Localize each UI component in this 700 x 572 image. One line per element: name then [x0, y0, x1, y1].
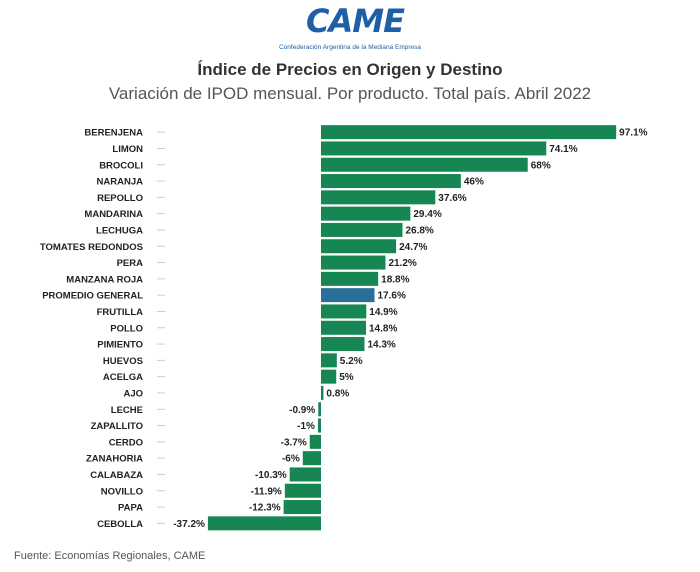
category-label-berenjena: BERENJENA [84, 128, 143, 139]
bar-promedio-general [321, 288, 375, 303]
bar-pera [321, 255, 386, 270]
value-label-pera: 21.2% [388, 258, 416, 269]
bar-papa [283, 500, 321, 515]
category-label-limon: LIMON [112, 144, 143, 155]
category-label-frutilla: FRUTILLA [97, 307, 144, 318]
value-label-lechuga: 26.8% [405, 225, 433, 236]
category-label-brocoli: BROCOLI [99, 160, 143, 171]
category-label-novillo: NOVILLO [101, 486, 143, 497]
category-label-pera: PERA [117, 258, 144, 269]
bar-brocoli [321, 157, 528, 172]
value-label-promedio-general: 17.6% [378, 291, 406, 302]
category-label-ajo: AJO [123, 388, 143, 399]
category-label-tomates-redondos: TOMATES REDONDOS [40, 242, 143, 253]
value-label-brocoli: 68% [531, 160, 551, 171]
chart-subtitle: Variación de IPOD mensual. Por producto.… [108, 84, 592, 103]
value-label-naranja: 46% [464, 177, 484, 188]
bar-manzana-roja [321, 271, 379, 286]
category-label-mandarina: MANDARINA [84, 209, 143, 220]
value-label-berenjena: 97.1% [619, 128, 647, 139]
category-label-calabaza: CALABAZA [90, 470, 143, 481]
bar-frutilla [321, 304, 367, 319]
bar-pollo [321, 320, 366, 335]
category-label-cebolla: CEBOLLA [97, 519, 143, 530]
value-label-papa: -12.3% [249, 503, 281, 514]
value-label-mandarina: 29.4% [413, 209, 441, 220]
logo-wordmark: CAME [306, 2, 405, 40]
bar-berenjena [321, 125, 617, 140]
value-label-cebolla: -37.2% [173, 519, 205, 530]
category-label-lechuga: LECHUGA [96, 225, 143, 236]
bar-repollo [321, 190, 436, 205]
value-label-calabaza: -10.3% [255, 470, 287, 481]
bar-mandarina [321, 206, 411, 221]
came-logo: CAME Confederación Argentina de la Media… [0, 0, 700, 58]
value-label-leche: -0.9% [289, 405, 315, 416]
category-label-pimiento: PIMIENTO [97, 340, 143, 351]
bar-chart: BERENJENA 97.1% LIMON 74.1% BROCOLI 68% NARANJ… [40, 125, 648, 531]
bar-huevos [321, 353, 337, 368]
value-label-repollo: 37.6% [438, 193, 466, 204]
bar-tomates-redondos [321, 239, 397, 254]
bar-cerdo [309, 434, 321, 449]
value-label-huevos: 5.2% [340, 356, 363, 367]
bar-limon [321, 141, 547, 156]
category-label-zapallito: ZAPALLITO [91, 421, 143, 432]
chart-title: Índice de Precios en Origen y Destino [197, 60, 503, 79]
bar-pimiento [321, 337, 365, 352]
value-label-ajo: 0.8% [326, 388, 349, 399]
category-label-papa: PAPA [118, 503, 143, 514]
bar-novillo [284, 483, 321, 498]
category-label-manzana-roja: MANZANA ROJA [66, 274, 143, 285]
logo-subtitle: Confederación Argentina de la Mediana Em… [278, 44, 421, 51]
category-label-pollo: POLLO [110, 323, 143, 334]
value-label-frutilla: 14.9% [369, 307, 397, 318]
bar-lechuga [321, 222, 403, 237]
bar-cebolla [207, 516, 321, 531]
bar-acelga [321, 369, 337, 384]
bar-calabaza [289, 467, 321, 482]
category-label-acelga: ACELGA [103, 372, 143, 383]
value-label-acelga: 5% [339, 372, 354, 383]
bar-zanahoria [302, 451, 321, 466]
value-label-cerdo: -3.7% [281, 437, 307, 448]
bar-ajo [321, 385, 324, 400]
category-label-leche: LECHE [111, 405, 143, 416]
category-label-zanahoria: ZANAHORIA [86, 454, 143, 465]
value-label-tomates-redondos: 24.7% [399, 242, 427, 253]
value-label-zanahoria: -6% [282, 454, 300, 465]
value-label-pollo: 14.8% [369, 323, 397, 334]
value-label-limon: 74.1% [549, 144, 577, 155]
category-label-promedio-general: PROMEDIO GENERAL [42, 291, 143, 302]
category-label-repollo: REPOLLO [97, 193, 143, 204]
category-label-naranja: NARANJA [97, 177, 144, 188]
value-label-zapallito: -1% [297, 421, 315, 432]
category-label-cerdo: CERDO [109, 437, 143, 448]
bar-zapallito [317, 418, 321, 433]
value-label-manzana-roja: 18.8% [381, 274, 409, 285]
value-label-pimiento: 14.3% [367, 340, 395, 351]
value-label-novillo: -11.9% [251, 486, 282, 497]
category-label-huevos: HUEVOS [103, 356, 143, 367]
bar-leche [318, 402, 321, 417]
source-note: Fuente: Economías Regionales, CAME [14, 550, 206, 562]
bar-naranja [321, 174, 461, 189]
